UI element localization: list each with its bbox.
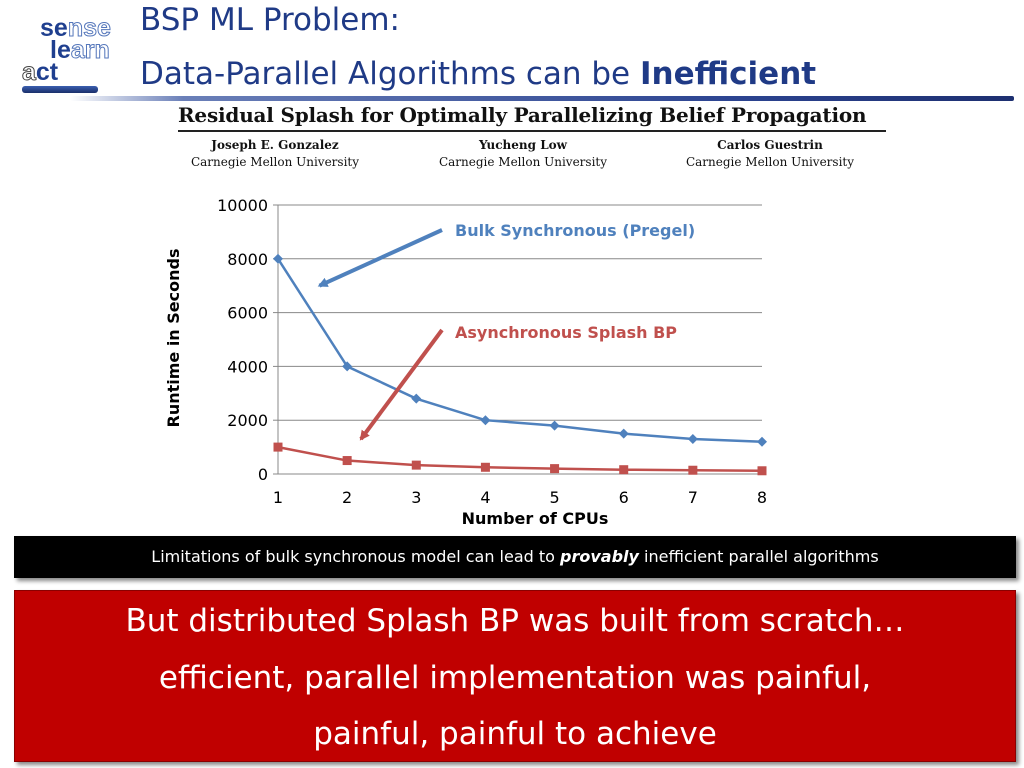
slide-title-line2: Data-Parallel Algorithms can be Ineffici… bbox=[140, 56, 816, 92]
data-point bbox=[619, 465, 629, 475]
author-block: Joseph E. Gonzalez Carnegie Mellon Unive… bbox=[190, 137, 360, 171]
y-tick-label: 0 bbox=[258, 465, 268, 484]
x-tick-label: 1 bbox=[273, 488, 283, 507]
x-tick-label: 3 bbox=[411, 488, 421, 507]
callout-line: painful, painful to achieve bbox=[313, 716, 717, 752]
data-point bbox=[757, 436, 767, 447]
paper-divider bbox=[178, 130, 886, 132]
y-axis-label: Runtime in Seconds bbox=[164, 249, 183, 428]
data-point bbox=[411, 393, 422, 404]
series-line bbox=[276, 258, 763, 443]
data-point bbox=[549, 420, 560, 431]
callout-line: But distributed Splash BP was built from… bbox=[125, 603, 905, 639]
banner-suffix: inefficient parallel algorithms bbox=[638, 547, 879, 566]
x-tick-label: 6 bbox=[619, 488, 629, 507]
author-name: Joseph E. Gonzalez bbox=[211, 138, 339, 152]
paper-title: Residual Splash for Optimally Paralleliz… bbox=[178, 103, 867, 127]
runtime-line-chart: 0 2000 4000 6000 8000 10000 1 2 3 4 5 6 7 8 Bulk Sync… bbox=[164, 196, 767, 528]
title-divider bbox=[70, 96, 1014, 101]
y-tick-label: 6000 bbox=[227, 304, 268, 323]
data-point bbox=[687, 434, 698, 445]
series-line bbox=[277, 445, 763, 473]
logo-underline bbox=[22, 86, 98, 93]
y-tick-label: 4000 bbox=[227, 357, 268, 376]
callout-line: efficient, parallel implementation was p… bbox=[158, 660, 872, 696]
x-tick-label: 2 bbox=[342, 488, 352, 507]
logo-row-act: act bbox=[22, 58, 59, 86]
title-prefix: Data-Parallel Algorithms can be bbox=[140, 56, 640, 92]
y-tick-label: 2000 bbox=[227, 411, 268, 430]
banner-prefix: Limitations of bulk synchronous model ca… bbox=[151, 547, 561, 566]
x-tick-label: 5 bbox=[549, 488, 559, 507]
author-name: Yucheng Low bbox=[479, 138, 567, 152]
gridlines bbox=[278, 204, 762, 421]
annotations: Bulk Synchronous (Pregel) Asynchronous Sp… bbox=[317, 221, 695, 441]
data-point bbox=[342, 456, 352, 466]
x-tick-label: 4 bbox=[480, 488, 490, 507]
data-point bbox=[550, 464, 560, 474]
slide-title-line1: BSP ML Problem: bbox=[140, 2, 401, 38]
axes: 0 2000 4000 6000 8000 10000 1 2 3 4 5 6 7 8 bbox=[217, 196, 767, 507]
title-emphasis: Inefficient bbox=[639, 56, 817, 92]
annotation-arrow bbox=[359, 328, 444, 441]
data-point bbox=[757, 466, 767, 476]
author-affiliation: Carnegie Mellon University bbox=[190, 155, 360, 169]
data-point bbox=[618, 428, 629, 439]
author-block: Carlos Guestrin Carnegie Mellon Universi… bbox=[680, 137, 860, 171]
data-point bbox=[342, 361, 353, 372]
series bbox=[273, 253, 767, 476]
data-point bbox=[411, 460, 421, 470]
x-axis-label: Number of CPUs bbox=[462, 509, 609, 528]
logo-row-learn: learn bbox=[50, 36, 110, 64]
author-block: Yucheng Low Carnegie Mellon University bbox=[433, 137, 613, 171]
y-tick-label: 8000 bbox=[227, 250, 268, 269]
limitations-banner: Limitations of bulk synchronous model ca… bbox=[14, 536, 1016, 578]
logo-row-sense: sense bbox=[40, 14, 111, 42]
data-point bbox=[688, 465, 698, 475]
data-point bbox=[273, 442, 283, 452]
sense-learn-act-logo: sense learn act bbox=[22, 14, 132, 94]
annotation-bulk-synchronous: Bulk Synchronous (Pregel) bbox=[455, 221, 695, 240]
x-tick-label: 8 bbox=[757, 488, 767, 507]
data-point bbox=[480, 462, 490, 472]
author-affiliation: Carnegie Mellon University bbox=[438, 155, 608, 169]
callout-box: But distributed Splash BP was built from… bbox=[14, 590, 1016, 762]
data-point bbox=[480, 415, 491, 426]
author-affiliation: Carnegie Mellon University bbox=[685, 155, 855, 169]
x-tick-label: 7 bbox=[688, 488, 698, 507]
author-name: Carlos Guestrin bbox=[717, 138, 823, 152]
banner-emphasis: provably bbox=[560, 547, 639, 566]
annotation-async-splash: Asynchronous Splash BP bbox=[455, 323, 677, 342]
y-tick-label: 10000 bbox=[217, 196, 268, 215]
annotation-arrow bbox=[317, 228, 443, 288]
